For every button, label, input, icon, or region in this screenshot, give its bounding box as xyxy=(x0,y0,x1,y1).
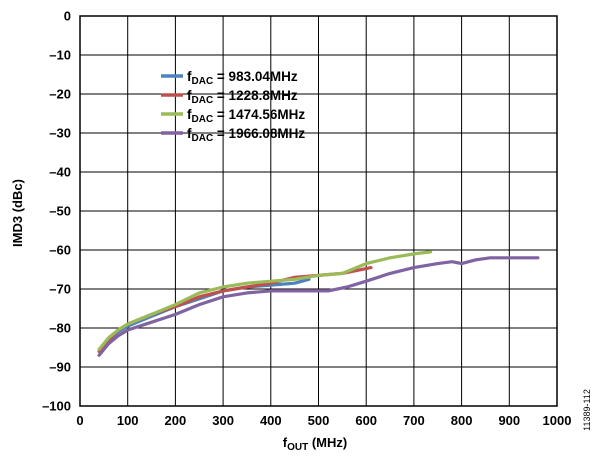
y-tick-label: –70 xyxy=(49,282,71,297)
y-tick-label: –10 xyxy=(49,48,71,63)
legend-label-rest: = 1474.56MHz xyxy=(213,107,305,122)
legend-entry-2: fDAC = 1228.8MHz xyxy=(161,88,298,106)
legend-label-main: f xyxy=(187,126,192,141)
y-tick-label: –50 xyxy=(49,204,71,219)
series-line-2 xyxy=(97,266,373,353)
y-tick-label: –40 xyxy=(49,165,71,180)
x-tick-label: 300 xyxy=(212,413,234,428)
y-tick-label: –90 xyxy=(49,360,71,375)
legend-label-sub: DAC xyxy=(192,95,214,106)
y-tick-label: –80 xyxy=(49,321,71,336)
legend-label-sub: DAC xyxy=(192,76,214,87)
series-line-4 xyxy=(97,256,540,357)
x-axis-title-main: f xyxy=(283,435,288,450)
legend-label-main: f xyxy=(187,107,192,122)
legend-label: fDAC = 1966.08MHz xyxy=(187,126,305,144)
x-axis-title-sub: OUT xyxy=(287,442,308,453)
tick-labels: 0 100 200 300 400 500 600 700 800 900 1000 0 –10 –20 –… xyxy=(42,9,571,429)
legend-label-rest: = 983.04MHz xyxy=(213,69,298,84)
y-tick-label: –100 xyxy=(42,399,71,414)
x-tick-label: 100 xyxy=(117,413,139,428)
legend-entry-1: fDAC = 983.04MHz xyxy=(161,69,298,87)
legend-label-main: f xyxy=(187,88,192,103)
x-tick-label: 600 xyxy=(355,413,377,428)
x-tick-label: 1000 xyxy=(543,413,572,428)
legend-label-sub: DAC xyxy=(192,133,214,144)
x-tick-label: 0 xyxy=(76,413,83,428)
legend-label: fDAC = 1474.56MHz xyxy=(187,107,305,125)
grid xyxy=(79,15,558,407)
legend-label-main: f xyxy=(187,69,192,84)
series-lines xyxy=(97,250,540,357)
legend-label: fDAC = 983.04MHz xyxy=(187,69,298,87)
plot-frame xyxy=(79,15,558,407)
x-tick-label: 200 xyxy=(165,413,187,428)
x-axis-title-rest: (MHz) xyxy=(308,435,347,450)
figure-id: 11389-112 xyxy=(582,389,592,431)
x-tick-label: 700 xyxy=(403,413,425,428)
legend-entry-4: fDAC = 1966.08MHz xyxy=(161,126,305,144)
legend-label-rest: = 1966.08MHz xyxy=(213,126,305,141)
x-tick-label: 800 xyxy=(451,413,473,428)
x-axis-title: fOUT (MHz) xyxy=(283,435,347,453)
legend-label-rest: = 1228.8MHz xyxy=(213,88,298,103)
y-tick-label: –60 xyxy=(49,243,71,258)
y-tick-label: –30 xyxy=(49,126,71,141)
x-tick-label: 500 xyxy=(308,413,330,428)
y-tick-label: –20 xyxy=(49,87,71,102)
x-tick-label: 400 xyxy=(260,413,282,428)
y-axis-title: IMD3 (dBc) xyxy=(10,179,25,247)
y-tick-label: 0 xyxy=(64,9,71,24)
series-line-3 xyxy=(97,250,433,351)
legend-label-sub: DAC xyxy=(192,114,214,125)
legend-label: fDAC = 1228.8MHz xyxy=(187,88,298,106)
legend-entry-3: fDAC = 1474.56MHz xyxy=(161,107,305,125)
x-tick-label: 900 xyxy=(498,413,520,428)
